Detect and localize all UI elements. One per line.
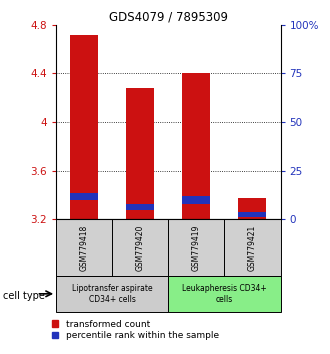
Text: GSM779418: GSM779418 <box>80 225 89 271</box>
Bar <box>239 212 267 217</box>
Bar <box>168 276 280 312</box>
Text: GSM779420: GSM779420 <box>136 224 145 271</box>
Text: Lipotransfer aspirate
CD34+ cells: Lipotransfer aspirate CD34+ cells <box>72 284 152 303</box>
Legend: transformed count, percentile rank within the sample: transformed count, percentile rank withi… <box>52 320 219 340</box>
Text: GSM779419: GSM779419 <box>192 224 201 271</box>
Bar <box>70 193 98 200</box>
Bar <box>70 35 98 219</box>
Text: GSM779421: GSM779421 <box>248 225 257 271</box>
Bar <box>56 276 168 312</box>
Title: GDS4079 / 7895309: GDS4079 / 7895309 <box>109 11 228 24</box>
Bar <box>126 204 154 210</box>
Bar <box>126 88 154 219</box>
Bar <box>182 73 211 219</box>
Bar <box>239 198 267 219</box>
Bar <box>224 219 280 276</box>
Text: Leukapheresis CD34+
cells: Leukapheresis CD34+ cells <box>182 284 267 303</box>
Text: cell type: cell type <box>3 291 45 301</box>
Bar <box>168 219 224 276</box>
Bar <box>112 219 168 276</box>
Bar <box>56 219 112 276</box>
Bar <box>182 196 211 204</box>
